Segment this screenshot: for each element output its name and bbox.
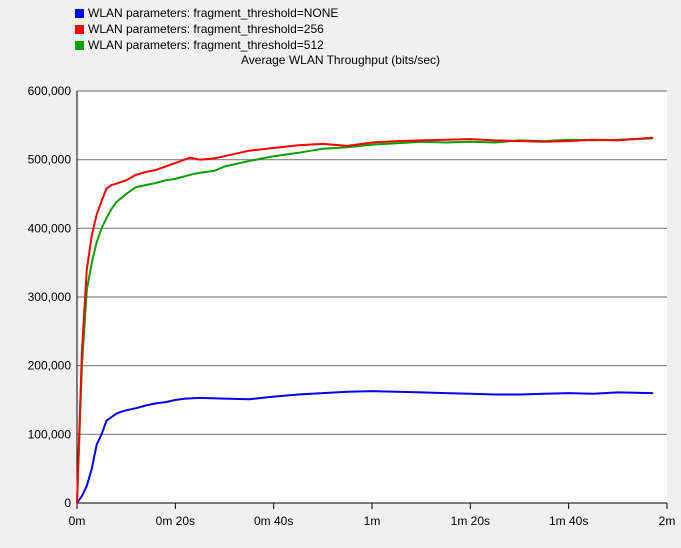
x-tick-label-3: 1m [364, 514, 381, 528]
y-tick-label-4: 400,000 [28, 221, 72, 235]
x-tick-label-5: 1m 40s [549, 514, 588, 528]
x-tick-label-4: 1m 20s [451, 514, 490, 528]
x-tick-label-2: 0m 40s [254, 514, 293, 528]
x-tick-label-0: 0m [69, 514, 86, 528]
y-tick-label-1: 100,000 [28, 427, 72, 441]
x-tick-label-6: 2m [659, 514, 676, 528]
y-tick-label-2: 200,000 [28, 359, 72, 373]
y-tick-label-0: 0 [64, 496, 71, 510]
y-tick-label-5: 500,000 [28, 153, 72, 167]
y-tick-label-3: 300,000 [28, 290, 72, 304]
y-tick-label-6: 600,000 [28, 84, 72, 98]
x-tick-label-1: 0m 20s [156, 514, 195, 528]
